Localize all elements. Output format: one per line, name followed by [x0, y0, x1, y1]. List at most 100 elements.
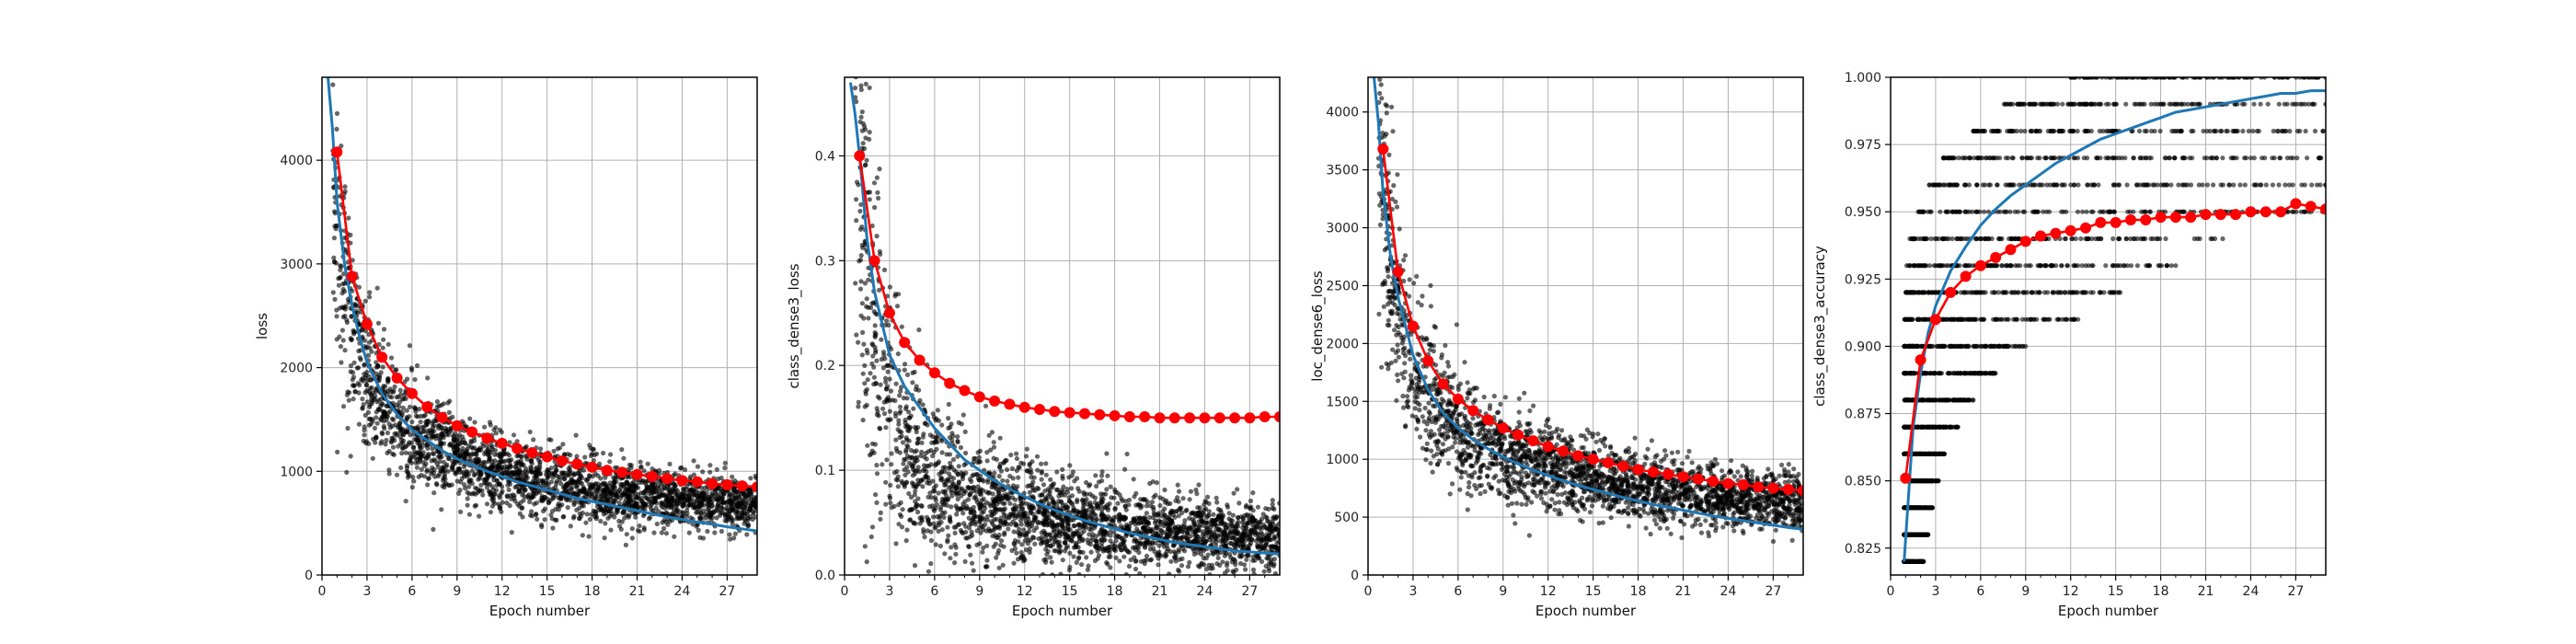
scatter-point	[891, 503, 897, 509]
scatter-point	[919, 514, 925, 520]
scatter-point	[1167, 571, 1172, 575]
scatter-point	[1231, 490, 1236, 496]
scatter-point	[667, 461, 673, 466]
scatter-point	[468, 440, 474, 445]
scatter-point	[958, 527, 963, 534]
scatter-point	[941, 514, 947, 521]
scatter-point	[1087, 482, 1093, 488]
scatter-point	[619, 492, 626, 498]
scatter-point	[1071, 523, 1076, 529]
scatter-point	[1121, 524, 1127, 530]
scatter-point	[513, 473, 519, 478]
scatter-point	[542, 517, 547, 523]
scatter-point	[660, 491, 665, 498]
scatter-point	[966, 544, 972, 549]
scatter-point	[562, 477, 568, 482]
scatter-point	[897, 393, 903, 398]
scatter-point	[559, 502, 565, 508]
scatter-point	[1049, 559, 1054, 565]
scatter-point	[645, 461, 650, 466]
scatter-point	[744, 509, 751, 514]
scatter-point	[573, 480, 579, 486]
scatter-point	[616, 500, 623, 506]
scatter-point	[915, 510, 921, 515]
scatter-point	[870, 353, 876, 359]
scatter-point	[659, 482, 664, 489]
scatter-point	[744, 532, 750, 537]
scatter-point	[441, 459, 446, 465]
scatter-point	[707, 505, 712, 511]
scatter-point	[521, 477, 527, 483]
scatter-point	[624, 532, 629, 537]
scatter-point	[884, 457, 890, 463]
scatter-point	[1048, 477, 1053, 482]
scatter-point	[914, 384, 919, 389]
scatter-point	[984, 450, 990, 455]
scatter-point	[874, 358, 880, 363]
scatter-point	[935, 461, 941, 466]
scatter-point	[963, 450, 969, 456]
scatter-point	[447, 441, 454, 447]
scatter-point	[385, 341, 391, 347]
scatter-point	[948, 556, 953, 561]
scatter-point	[370, 419, 375, 424]
scatter-point	[1070, 469, 1075, 475]
scatter-point	[338, 263, 343, 269]
scatter-point	[946, 425, 951, 431]
scatter-point	[517, 469, 523, 475]
scatter-point	[1011, 560, 1017, 566]
scatter-point	[489, 444, 495, 450]
scatter-point	[462, 441, 467, 446]
scatter-point	[746, 487, 752, 492]
scatter-point	[878, 516, 883, 522]
scatter-point	[1153, 540, 1158, 546]
scatter-point	[545, 475, 550, 480]
scatter-point	[649, 482, 654, 488]
scatter-point	[949, 421, 954, 427]
scatter-point	[1133, 566, 1139, 572]
scatter-point	[1047, 532, 1052, 537]
scatter-point	[1080, 497, 1086, 502]
scatter-point	[898, 388, 903, 394]
scatter-point	[408, 365, 414, 371]
scatter-point	[893, 437, 899, 443]
scatter-point	[874, 500, 880, 506]
scatter-point	[939, 476, 945, 482]
scatter-point	[865, 351, 870, 356]
validation-marker	[496, 437, 508, 449]
scatter-point	[1193, 532, 1199, 538]
scatter-point	[362, 424, 367, 430]
scatter-point	[992, 504, 997, 510]
scatter-point	[1244, 557, 1249, 562]
scatter-point	[1152, 520, 1158, 525]
scatter-point	[493, 431, 499, 436]
scatter-point	[527, 500, 533, 505]
scatter-point	[921, 530, 926, 535]
validation-marker	[631, 468, 643, 480]
scatter-point	[431, 466, 437, 472]
scatter-point	[1108, 533, 1113, 538]
scatter-point	[390, 444, 397, 450]
scatter-point	[334, 314, 339, 319]
scatter-point	[496, 501, 501, 507]
scatter-point	[1153, 532, 1159, 537]
scatter-point	[586, 473, 592, 478]
scatter-point	[1001, 460, 1006, 466]
scatter-point	[1040, 571, 1046, 575]
scatter-point	[1066, 568, 1072, 573]
scatter-point	[675, 493, 681, 499]
scatter-point	[919, 449, 925, 454]
scatter-point	[930, 434, 936, 440]
scatter-point	[620, 510, 626, 515]
scatter-point	[736, 510, 742, 515]
scatter-point	[984, 564, 990, 569]
scatter-point	[523, 470, 530, 477]
scatter-point	[440, 483, 445, 489]
scatter-point	[856, 182, 861, 188]
scatter-point	[520, 505, 525, 511]
scatter-point	[904, 443, 910, 448]
scatter-point	[883, 479, 889, 485]
scatter-point	[429, 471, 434, 477]
validation-marker	[676, 475, 688, 487]
